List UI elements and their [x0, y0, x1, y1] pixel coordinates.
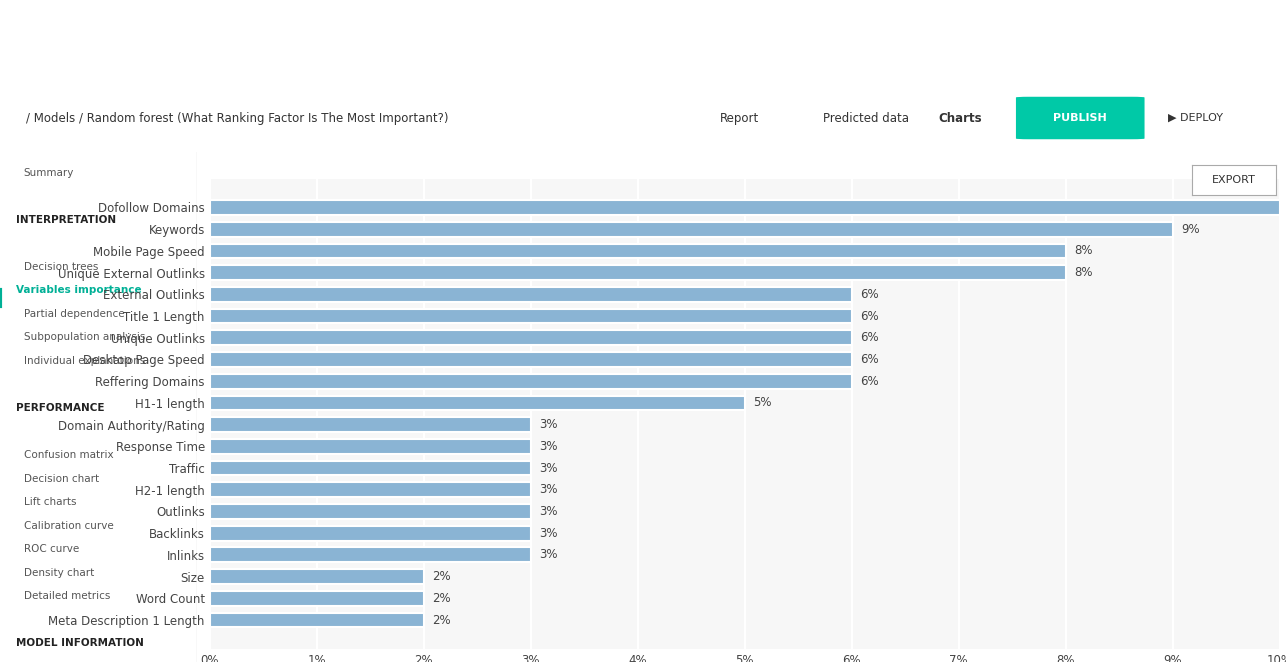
Text: Detailed metrics: Detailed metrics — [23, 591, 111, 601]
Text: 8%: 8% — [1074, 244, 1093, 258]
Text: 2%: 2% — [432, 614, 451, 626]
Bar — [210, 308, 851, 324]
Text: Decision chart: Decision chart — [23, 473, 99, 484]
Bar — [210, 287, 851, 302]
Text: 2%: 2% — [432, 570, 451, 583]
Bar — [210, 461, 531, 475]
Text: Individual explanations: Individual explanations — [23, 356, 145, 366]
Text: Variables importance: Variables importance — [15, 285, 141, 295]
Bar — [210, 439, 531, 453]
Text: 6%: 6% — [860, 353, 878, 366]
Bar — [210, 244, 1066, 258]
Text: 3%: 3% — [539, 418, 558, 431]
Text: Subpopulation analysis: Subpopulation analysis — [23, 332, 145, 342]
Text: 3%: 3% — [539, 483, 558, 496]
Text: INTERPRETATION: INTERPRETATION — [15, 214, 116, 224]
Bar — [210, 265, 1066, 280]
Text: Partial dependence: Partial dependence — [23, 308, 125, 319]
Text: MODEL INFORMATION: MODEL INFORMATION — [15, 638, 144, 649]
Bar — [210, 591, 423, 606]
Text: 6%: 6% — [860, 331, 878, 344]
Text: ROC curve: ROC curve — [23, 544, 78, 554]
Bar — [210, 417, 531, 432]
Text: 2%: 2% — [432, 592, 451, 605]
Text: Report: Report — [720, 111, 760, 124]
Text: Summary: Summary — [23, 167, 75, 177]
Text: PERFORMANCE: PERFORMANCE — [15, 403, 104, 413]
Text: Predicted data: Predicted data — [823, 111, 909, 124]
Text: 8%: 8% — [1074, 266, 1093, 279]
Text: Keyword First Page Factors: Keyword First Page Factors — [32, 28, 224, 41]
Text: 3%: 3% — [539, 440, 558, 453]
Bar — [210, 483, 531, 497]
Bar — [210, 569, 423, 584]
Bar — [210, 526, 531, 541]
Text: / Models / Random forest (What Ranking Factor Is The Most Important?): / Models / Random forest (What Ranking F… — [26, 111, 449, 124]
Text: 3%: 3% — [539, 548, 558, 561]
Text: 6%: 6% — [860, 375, 878, 388]
Text: 3%: 3% — [539, 527, 558, 540]
Bar — [210, 200, 1280, 215]
Text: 6%: 6% — [860, 310, 878, 322]
Text: 3%: 3% — [539, 505, 558, 518]
Text: Calibration curve: Calibration curve — [23, 521, 113, 531]
Text: EXPORT: EXPORT — [1211, 175, 1256, 185]
Bar — [210, 352, 851, 367]
Text: Lift charts: Lift charts — [23, 497, 76, 507]
Text: 9%: 9% — [1181, 222, 1200, 236]
Text: ▶ DEPLOY: ▶ DEPLOY — [1169, 113, 1223, 123]
FancyBboxPatch shape — [1016, 97, 1145, 139]
Text: 5%: 5% — [754, 397, 772, 409]
Bar — [210, 395, 745, 410]
Text: 6%: 6% — [860, 288, 878, 301]
Bar — [210, 330, 851, 345]
Bar — [210, 222, 1173, 236]
Text: Density chart: Density chart — [23, 568, 94, 578]
Bar — [210, 612, 423, 628]
Text: PUBLISH: PUBLISH — [1053, 113, 1107, 123]
Text: Confusion matrix: Confusion matrix — [23, 450, 113, 460]
Bar — [210, 547, 531, 562]
Text: 3%: 3% — [539, 461, 558, 475]
Bar — [210, 374, 851, 389]
Bar — [210, 504, 531, 519]
Text: Charts: Charts — [939, 111, 983, 124]
Text: Decision trees: Decision trees — [23, 261, 98, 271]
